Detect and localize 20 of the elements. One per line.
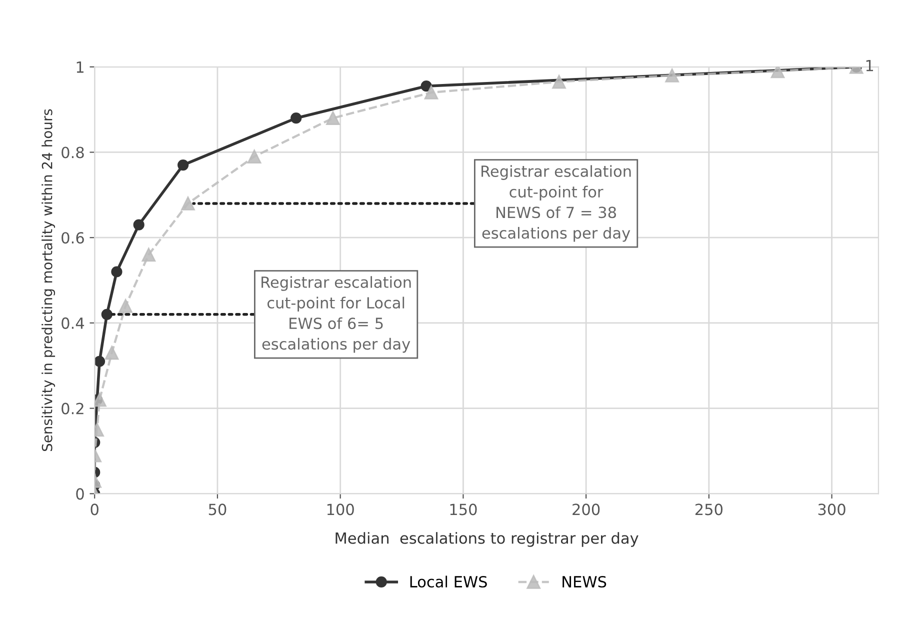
y-tick-label: 0.2	[62, 402, 84, 414]
x-tick-label: 150	[450, 504, 477, 516]
y-tick-label: 0.6	[62, 232, 84, 244]
annotation: 1	[866, 60, 874, 72]
x-tick-label: 0	[90, 504, 98, 516]
x-tick-label: 300	[818, 504, 846, 516]
annotation: Registrar escalation cut-point for NEWS of 7 = 38 escalations per day	[482, 165, 631, 242]
y-tick-label: 0.4	[62, 317, 84, 329]
x-axis-title: Median escalations to registrar per day	[336, 532, 638, 547]
y-axis-title: Sensitivity in predicting mortality within 24 hours	[42, 109, 56, 452]
y-tick-label: 0	[76, 488, 84, 500]
x-tick-label: 200	[572, 504, 600, 516]
legend-label: NEWS	[562, 576, 606, 588]
annotation: Registrar escalation cut-point for Local EWS of 6= 5 escalations per day	[262, 276, 411, 353]
x-tick-label: 250	[695, 504, 722, 516]
y-tick-label: 1	[76, 62, 84, 73]
x-tick-label: 50	[208, 504, 226, 516]
x-tick-label: 100	[327, 504, 354, 516]
legend-label: Local EWS	[410, 576, 487, 588]
y-tick-label: 0.8	[62, 146, 84, 158]
